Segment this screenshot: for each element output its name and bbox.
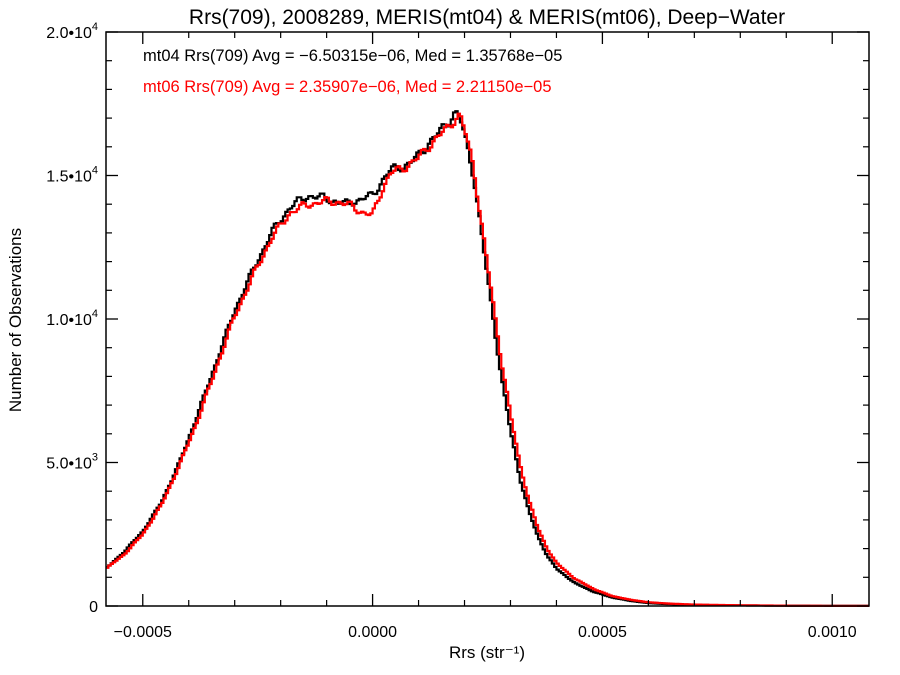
x-tick-label: 0.0010	[808, 624, 857, 641]
y-tick-label: 1.0•104	[46, 308, 98, 329]
axis-ticks: −0.0005 0.0000 0.0005 0.0010 0 5.0•103 1.0•104…	[46, 21, 869, 641]
chart-title: Rrs(709), 2008289, MERIS(mt04) & MERIS(m…	[189, 6, 785, 29]
y-tick-label: 1.5•104	[46, 165, 98, 186]
y-tick-label: 5.0•103	[46, 452, 98, 473]
plot-frame	[105, 31, 870, 607]
x-tick-label: 0.0000	[348, 624, 397, 641]
annotation-mt04-stats: mt04 Rrs(709) Avg = −6.50315e−06, Med = …	[143, 47, 562, 65]
x-axis-label: Rrs (str⁻¹)	[449, 643, 525, 662]
series-mt06-histogram	[106, 112, 869, 608]
x-tick-label: −0.0005	[114, 624, 172, 641]
y-tick-label: 2.0•104	[46, 21, 98, 42]
plot-area	[106, 110, 869, 608]
y-tick-label: 0	[89, 599, 98, 616]
y-axis-label: Number of Observations	[6, 228, 25, 412]
x-tick-label: 0.0005	[578, 624, 627, 641]
annotation-mt06-stats: mt06 Rrs(709) Avg = 2.35907e−06, Med = 2…	[143, 78, 552, 96]
